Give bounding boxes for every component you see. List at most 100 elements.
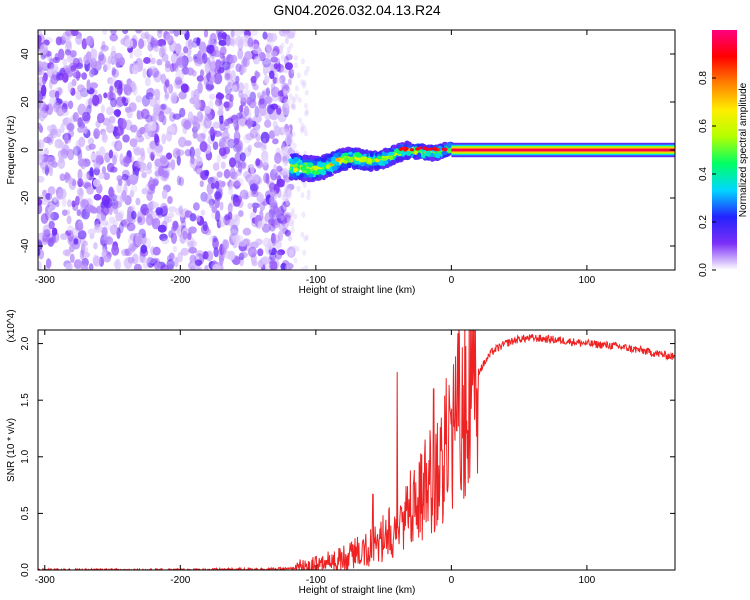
transition-cell — [406, 151, 412, 156]
noise-cell — [151, 67, 159, 78]
noise-cell — [150, 57, 156, 65]
noise-cell — [101, 166, 107, 175]
noise-cell — [270, 232, 276, 244]
noise-cell — [221, 239, 228, 251]
noise-cell — [249, 163, 255, 175]
noise-cell — [132, 84, 138, 96]
y-tick-label: 0 — [20, 147, 31, 153]
noise-cell — [273, 63, 279, 70]
noise-cell — [110, 97, 117, 108]
noise-cell — [145, 237, 152, 249]
noise-cell — [135, 30, 143, 34]
y-tick-label: -20 — [20, 190, 31, 205]
transition-cell — [331, 165, 338, 171]
noise-cell — [62, 72, 69, 83]
noise-cell — [218, 39, 227, 46]
noise-cell — [121, 189, 127, 201]
noise-cell — [281, 82, 289, 92]
noise-cell — [61, 198, 67, 207]
noise-cell — [214, 180, 220, 190]
noise-cell — [304, 102, 309, 109]
noise-cell — [39, 160, 48, 170]
transition-cell — [304, 155, 310, 160]
noise-cell — [88, 143, 96, 150]
noise-cell — [38, 109, 46, 122]
noise-cell — [73, 259, 83, 270]
noise-cell — [284, 32, 289, 39]
noise-cell — [149, 183, 156, 192]
noise-cell — [241, 57, 250, 68]
noise-cell — [280, 82, 285, 89]
noise-cell — [283, 167, 288, 174]
noise-cell — [219, 46, 227, 56]
noise-cell — [116, 141, 122, 150]
noise-cell — [71, 78, 77, 87]
noise-cell — [161, 238, 170, 245]
noise-cell — [79, 198, 86, 205]
noise-cell — [225, 34, 232, 47]
noise-cell — [118, 222, 124, 234]
noise-cell — [283, 98, 288, 105]
noise-cell — [286, 33, 291, 40]
noise-cell — [158, 110, 165, 123]
noise-cell — [195, 250, 204, 257]
transition-cell — [429, 156, 435, 162]
noise-cell — [164, 91, 170, 99]
noise-cell — [254, 57, 261, 65]
transition-cell — [435, 153, 441, 159]
noise-cell — [70, 30, 79, 37]
noise-cell — [178, 91, 187, 100]
noise-cell — [85, 98, 92, 109]
carrier-band — [451, 148, 675, 152]
noise-cell — [261, 90, 266, 98]
noise-cell — [302, 79, 307, 86]
noise-cell — [290, 96, 295, 103]
noise-cell — [285, 53, 293, 61]
noise-cell — [258, 104, 267, 117]
noise-cell — [178, 205, 184, 215]
noise-cell — [88, 69, 95, 78]
noise-cell — [75, 70, 81, 82]
transition-cell — [306, 159, 313, 163]
transition-cell — [369, 151, 374, 158]
transition-cell — [395, 156, 402, 162]
noise-cell — [301, 211, 306, 218]
noise-cell — [292, 30, 297, 35]
noise-cell — [287, 187, 292, 200]
noise-cell — [211, 57, 216, 69]
noise-cell — [72, 57, 80, 68]
noise-cell — [78, 136, 86, 147]
noise-cell — [191, 261, 196, 270]
noise-cell — [166, 259, 175, 270]
noise-cell — [208, 99, 214, 111]
noise-cell — [221, 61, 231, 71]
noise-cell — [157, 30, 163, 34]
noise-cell — [180, 211, 186, 218]
x-tick-label: 0 — [449, 275, 455, 286]
noise-cell — [46, 258, 51, 268]
noise-cell — [195, 214, 201, 223]
transition-cell — [333, 170, 338, 174]
noise-cell — [244, 50, 253, 61]
noise-cell — [65, 30, 73, 37]
noise-cell — [269, 260, 278, 270]
noise-cell — [48, 205, 53, 215]
x-tick-label: -200 — [170, 275, 190, 286]
snr-marks — [38, 330, 675, 570]
noise-cell — [232, 119, 238, 128]
noise-cell — [262, 64, 268, 76]
noise-cell — [108, 186, 114, 198]
noise-cell — [239, 251, 248, 259]
noise-cell — [40, 213, 49, 224]
transition-cell — [380, 157, 388, 161]
noise-cell — [124, 38, 134, 49]
noise-cell — [136, 109, 141, 120]
y-tick-label: -40 — [20, 238, 31, 253]
transition-cell — [316, 177, 322, 181]
noise-cell — [48, 159, 55, 167]
noise-cell — [130, 184, 138, 193]
transition-cell — [313, 171, 321, 175]
noise-cell — [108, 216, 116, 225]
noise-cell — [239, 66, 247, 74]
